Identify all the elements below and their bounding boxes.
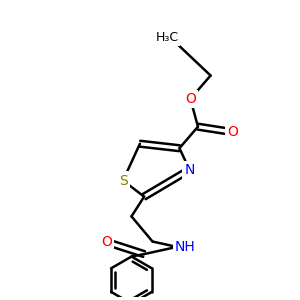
Text: S: S bbox=[119, 173, 128, 188]
Text: N: N bbox=[184, 163, 195, 177]
Text: O: O bbox=[227, 125, 238, 139]
Text: O: O bbox=[185, 92, 196, 106]
Text: NH: NH bbox=[175, 240, 196, 254]
Text: H₃C: H₃C bbox=[155, 32, 178, 44]
Text: O: O bbox=[101, 236, 112, 249]
